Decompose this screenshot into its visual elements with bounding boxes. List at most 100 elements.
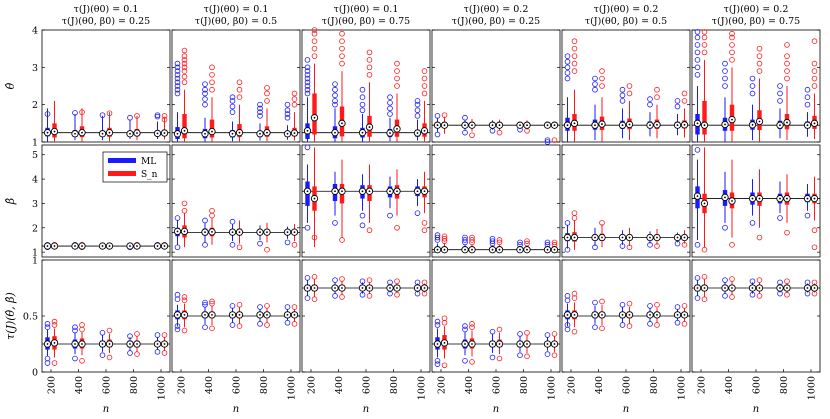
S_n-outlier: [681, 321, 688, 327]
ML-median-dot: [306, 129, 309, 132]
S_n-median-dot: [526, 248, 528, 251]
S_n-outlier: [106, 327, 113, 334]
S_n-outlier: [421, 227, 428, 234]
x-tick-label: 800: [649, 376, 660, 394]
S_n-outlier: [339, 30, 345, 37]
column-title-3-line2: τ(J)(θ0, β0) = 0.75: [322, 16, 410, 27]
S_n-outlier: [784, 229, 790, 236]
column-title-3-line1: τ(J)(θ0) = 0.1: [334, 4, 399, 15]
S_n-outlier: [729, 49, 735, 56]
ML-outlier: [304, 224, 311, 231]
S_n-outlier: [311, 234, 318, 241]
ML-outlier: [304, 75, 311, 82]
ML-outlier: [564, 322, 571, 328]
S_n-outlier: [784, 60, 790, 67]
S_n-outlier: [366, 277, 373, 283]
ML-median-dot: [436, 343, 439, 345]
S_n-median-dot: [211, 231, 213, 233]
panel-theta-col1: 1 2 3 4: [32, 26, 171, 149]
ML-outlier: [804, 86, 811, 93]
ML-outlier: [489, 354, 496, 361]
ML-median-dot: [306, 287, 309, 289]
S_n-outlier: [524, 238, 530, 244]
ML-median-dot: [464, 124, 466, 127]
S_n-outlier: [339, 237, 345, 243]
S_n-median-dot: [81, 245, 83, 247]
S_n-outlier: [729, 276, 735, 282]
ML-outlier: [434, 322, 441, 328]
x-tick-label: 400: [724, 376, 735, 394]
ML-outlier: [694, 64, 701, 71]
ML-outlier: [619, 301, 626, 308]
ML-outlier: [544, 351, 551, 357]
ML-outlier: [72, 327, 78, 334]
S_n-median-dot: [423, 129, 426, 132]
S_n-outlier: [51, 360, 58, 366]
S_n-median-dot: [183, 230, 186, 233]
panel-theta-col2: [171, 29, 301, 143]
S_n-outlier: [654, 322, 660, 328]
ML-outlier: [777, 83, 783, 89]
ML-outlier: [332, 92, 338, 99]
ML-outlier: [564, 293, 571, 299]
S_n-outlier: [236, 323, 243, 329]
S_n-median-dot: [81, 343, 83, 345]
ML-outlier: [154, 349, 161, 355]
x-tick-label: 800: [129, 376, 140, 394]
S_n-outlier: [811, 38, 818, 44]
S_n-median-dot: [313, 287, 316, 289]
ML-outlier: [257, 109, 263, 115]
S_n-median-dot: [786, 287, 788, 289]
ML-outlier: [202, 90, 208, 97]
S_n-outlier: [469, 324, 475, 331]
legend-swatch-sn: [108, 171, 136, 176]
S_n-median-dot: [813, 287, 816, 289]
S_n-outlier: [181, 294, 188, 300]
x-tick-label: 200: [177, 376, 188, 394]
S_n-median-dot: [471, 248, 473, 251]
S_n-median-dot: [136, 343, 138, 345]
ML-median-dot: [696, 122, 699, 125]
ML-outlier: [674, 240, 681, 247]
ML-outlier: [127, 114, 133, 121]
ML-outlier: [544, 139, 551, 145]
ML-outlier: [359, 101, 366, 108]
ML-median-dot: [101, 245, 104, 247]
legend-swatch-ml: [108, 158, 136, 163]
S_n-median-dot: [238, 131, 241, 134]
panel-frame: [431, 29, 561, 143]
S_n-outlier: [784, 53, 790, 59]
S_n-median-dot: [628, 313, 631, 316]
x-axis-label: n: [103, 404, 109, 415]
S_n-outlier: [181, 79, 188, 86]
S_n-outlier: [784, 278, 790, 285]
ML-outlier: [414, 210, 421, 216]
ML-median-dot: [286, 313, 289, 316]
ML-outlier: [592, 86, 598, 93]
S_n-median-dot: [703, 202, 706, 205]
ML-outlier: [694, 34, 701, 41]
ML-outlier: [284, 111, 291, 117]
S_n-outlier: [311, 53, 318, 59]
S_n-outlier: [311, 45, 318, 52]
column-title-4-line2: τ(J)(θ0, β0) = 0.25: [452, 16, 540, 27]
y-tick-label: 3: [32, 63, 38, 74]
S_n-outlier: [366, 64, 373, 71]
ML-median-dot: [259, 231, 261, 234]
S_n-outlier: [339, 276, 345, 282]
S_n-outlier: [339, 294, 345, 300]
S_n-median-dot: [81, 131, 83, 134]
x-tick-label: 200: [437, 376, 448, 394]
ML-outlier: [304, 64, 311, 71]
panel-theta-col3: [301, 27, 431, 143]
ML-outlier: [619, 86, 626, 93]
S_n-median-dot: [703, 287, 706, 289]
ML-outlier: [414, 101, 421, 108]
ML-outlier: [674, 98, 681, 104]
S_n-outlier: [311, 27, 318, 33]
ML-median-dot: [649, 124, 651, 127]
ML-outlier: [749, 75, 756, 82]
S_n-median-dot: [163, 132, 166, 134]
S_n-outlier: [79, 109, 85, 115]
